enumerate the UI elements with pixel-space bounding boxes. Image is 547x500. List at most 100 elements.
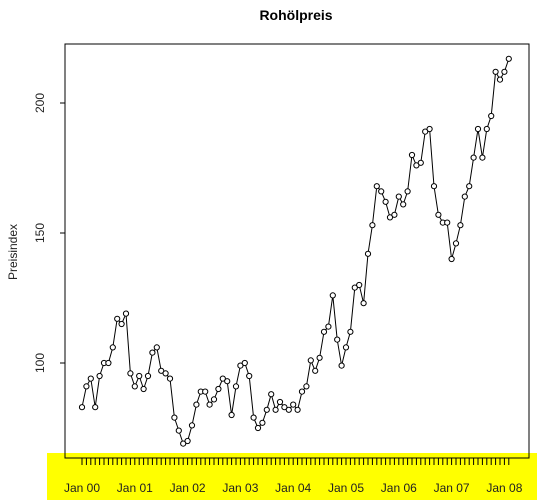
data-point <box>224 378 231 385</box>
data-point <box>193 401 200 408</box>
data-point <box>307 357 314 364</box>
data-point <box>457 222 464 229</box>
data-point <box>382 198 389 205</box>
data-point <box>210 396 218 403</box>
data-point <box>206 401 213 408</box>
data-point <box>175 427 182 434</box>
data-point <box>263 406 270 413</box>
data-point <box>470 154 477 161</box>
data-point <box>158 367 165 374</box>
data-point <box>171 414 178 421</box>
data-point <box>329 292 336 299</box>
x-tick-label: Jan 06 <box>381 481 417 495</box>
data-point <box>259 419 266 426</box>
data-point <box>215 385 222 393</box>
data-point <box>342 344 350 351</box>
data-point <box>351 284 358 291</box>
x-tick-label: Jan 05 <box>328 481 364 495</box>
x-axis: Jan 00 Jan 01 Jan 02 Jan 03 Jan 04 Jan 05 Jan … <box>64 458 523 495</box>
data-point <box>360 300 367 307</box>
data-point <box>268 391 275 398</box>
data-point <box>105 359 112 367</box>
data-point <box>162 370 169 377</box>
data-point <box>386 214 394 221</box>
chart-title: Rohölpreis <box>259 7 332 23</box>
data-point <box>378 188 385 195</box>
plot-frame <box>64 43 530 459</box>
data-point <box>232 383 240 390</box>
data-point <box>298 388 306 395</box>
data-point <box>479 154 486 161</box>
y-axis-label: Preisindex <box>6 224 20 280</box>
data-point <box>413 162 420 169</box>
data-point <box>466 183 473 190</box>
data-point <box>127 370 134 377</box>
data-point <box>144 372 152 380</box>
data-point <box>294 406 301 413</box>
data-point <box>290 401 297 408</box>
data-point <box>422 128 429 135</box>
data-point <box>312 367 319 374</box>
x-axis-highlight <box>47 453 537 500</box>
data-point <box>369 222 376 229</box>
data-point <box>246 372 253 380</box>
data-point <box>334 336 341 343</box>
data-point <box>338 362 345 369</box>
data-point <box>320 328 328 335</box>
x-tick-label: Jan 03 <box>222 481 258 495</box>
data-point <box>505 55 512 62</box>
data-point <box>430 183 438 190</box>
data-point <box>391 211 398 218</box>
data-point <box>118 320 125 328</box>
data-point <box>202 388 209 395</box>
data-point <box>92 404 99 411</box>
data-point <box>153 344 160 351</box>
data-point <box>501 68 508 75</box>
data-point <box>237 362 244 369</box>
data-point <box>184 437 191 445</box>
x-tick-label: Jan 07 <box>434 481 470 495</box>
data-point <box>281 404 288 411</box>
data-point <box>448 255 455 263</box>
x-tick-label: Jan 02 <box>170 481 206 495</box>
series-line <box>78 55 512 447</box>
data-point <box>96 372 103 380</box>
data-point <box>188 422 196 429</box>
data-point <box>228 411 235 419</box>
data-point <box>404 188 411 195</box>
data-point <box>131 383 138 390</box>
data-point <box>492 68 499 75</box>
data-point <box>395 193 402 200</box>
data-point <box>254 424 262 432</box>
data-point <box>272 406 279 413</box>
data-point <box>435 211 442 218</box>
y-tick-label: 100 <box>33 353 47 373</box>
x-tick-label: Jan 01 <box>117 481 153 495</box>
data-point <box>316 354 323 361</box>
data-point <box>122 310 130 317</box>
data-point <box>140 385 147 393</box>
data-point <box>400 201 407 208</box>
data-point <box>325 323 332 330</box>
data-point <box>452 240 460 247</box>
data-point <box>109 344 116 351</box>
data-point <box>285 406 292 413</box>
x-tick-label: Jan 00 <box>64 481 100 495</box>
data-point <box>444 219 451 226</box>
data-point <box>417 159 424 166</box>
data-point <box>136 372 143 380</box>
data-point <box>250 414 257 421</box>
data-point <box>87 375 94 382</box>
data-point <box>83 383 90 390</box>
data-point <box>241 359 248 367</box>
data-point <box>426 125 433 133</box>
data-point <box>276 398 284 406</box>
data-point <box>488 112 495 120</box>
x-tick-label: Jan 04 <box>275 481 311 495</box>
data-point <box>364 250 372 257</box>
data-point <box>149 349 156 356</box>
data-point <box>373 183 380 190</box>
data-point <box>496 76 504 83</box>
y-axis: 100 150 200 <box>33 93 65 373</box>
